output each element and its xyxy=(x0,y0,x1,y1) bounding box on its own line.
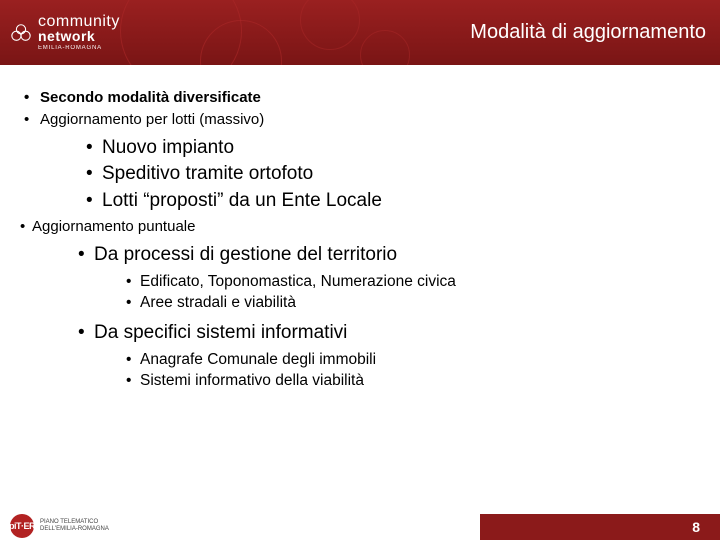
slide-header: community network EMILIA-ROMAGNA Modalit… xyxy=(0,0,720,65)
item-text: Lotti “proposti” da un Ente Locale xyxy=(102,190,382,211)
item-text: Secondo modalità diversificate xyxy=(40,89,261,106)
bullet-list-lvl2: Da processi di gestione del territorio E… xyxy=(76,242,702,392)
slide-title: Modalità di aggiornamento xyxy=(470,21,706,44)
item-text: Anagrafe Comunale degli immobili xyxy=(140,351,376,368)
list-item: Da processi di gestione del territorio E… xyxy=(76,242,702,314)
list-item: Sistemi informativo della viabilità xyxy=(124,370,702,392)
bullet-list-lvl3: Anagrafe Comunale degli immobili Sistemi… xyxy=(124,349,702,392)
page-number: 8 xyxy=(692,519,700,535)
item-text: Nuovo impianto xyxy=(102,137,234,158)
item-text: Aggiornamento puntuale xyxy=(32,218,195,235)
bullet-list-lvl3: Edificato, Toponomastica, Numerazione ci… xyxy=(124,271,702,314)
item-text: Da specifici sistemi informativi xyxy=(94,322,347,343)
footer-logo-text: PIANO TELEMATICO DELL'EMILIA-ROMAGNA xyxy=(40,519,109,533)
slide-content: Secondo modalità diversificate Aggiornam… xyxy=(0,65,720,392)
piter-badge-icon: piT·ER xyxy=(10,514,34,538)
community-network-icon xyxy=(10,22,32,44)
item-text: Aree stradali e viabilità xyxy=(140,294,296,311)
item-text: Aggiornamento per lotti (massivo) xyxy=(40,111,264,128)
list-item: Secondo modalità diversificate xyxy=(22,87,702,109)
list-item: Nuovo impianto xyxy=(84,135,702,162)
list-item: Edificato, Toponomastica, Numerazione ci… xyxy=(124,271,702,293)
list-item: Lotti “proposti” da un Ente Locale xyxy=(84,188,702,215)
list-item: Da specifici sistemi informativi Anagraf… xyxy=(76,320,702,392)
footer-bar: 8 xyxy=(480,514,720,540)
item-text: Edificato, Toponomastica, Numerazione ci… xyxy=(140,273,456,290)
list-item: Aggiornamento puntuale Da processi di ge… xyxy=(18,216,702,392)
footer-logo: piT·ER PIANO TELEMATICO DELL'EMILIA-ROMA… xyxy=(10,514,109,538)
item-text: Da processi di gestione del territorio xyxy=(94,244,397,265)
list-item: Aggiornamento per lotti (massivo) Nuovo … xyxy=(22,109,702,215)
footer-logo-line1: PIANO TELEMATICO xyxy=(40,519,109,526)
list-item: Anagrafe Comunale degli immobili xyxy=(124,349,702,371)
header-logo: community network EMILIA-ROMAGNA xyxy=(10,14,120,51)
item-text: Speditivo tramite ortofoto xyxy=(102,163,313,184)
logo-region: EMILIA-ROMAGNA xyxy=(38,45,120,51)
list-item: Aree stradali e viabilità xyxy=(124,292,702,314)
list-item: Speditivo tramite ortofoto xyxy=(84,161,702,188)
logo-line2: network xyxy=(38,29,120,43)
item-text: Sistemi informativo della viabilità xyxy=(140,372,364,389)
header-logo-text: community network EMILIA-ROMAGNA xyxy=(38,14,120,51)
footer-logo-line2: DELL'EMILIA-ROMAGNA xyxy=(40,526,109,533)
bullet-list-lvl1: Secondo modalità diversificate Aggiornam… xyxy=(22,87,702,392)
bullet-list-lvl2: Nuovo impianto Speditivo tramite ortofot… xyxy=(84,135,702,215)
slide-footer: piT·ER PIANO TELEMATICO DELL'EMILIA-ROMA… xyxy=(0,502,720,540)
